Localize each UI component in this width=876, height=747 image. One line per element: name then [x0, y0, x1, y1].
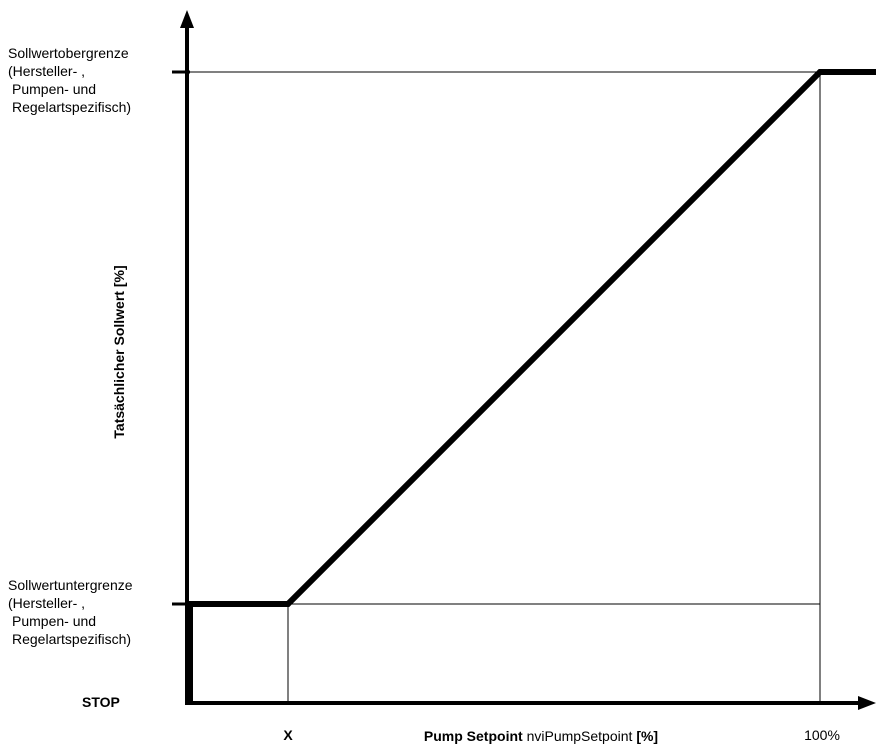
x-tick-label-x: X — [283, 727, 293, 743]
y-label-lower-line-1: Sollwertuntergrenze — [8, 577, 133, 593]
y-label-upper-line-4: Regelartspezifisch) — [12, 99, 131, 115]
y-label-lower-line-4: Regelartspezifisch) — [12, 631, 131, 647]
x-axis-title: Pump Setpoint nviPumpSetpoint [%] — [424, 728, 658, 744]
x-axis-arrow-icon — [858, 696, 876, 710]
y-label-lower-line-2: (Hersteller- , — [8, 595, 85, 611]
x-axis-title-unit: [%] — [636, 728, 658, 744]
y-label-upper: Sollwertobergrenze (Hersteller- , Pumpen… — [8, 45, 133, 115]
x-tick-label-100: 100% — [804, 727, 840, 743]
y-label-upper-line-2: (Hersteller- , — [8, 63, 85, 79]
y-axis-arrow-icon — [180, 10, 194, 28]
y-label-upper-line-3: Pumpen- und — [12, 81, 96, 97]
y-label-lower-line-3: Pumpen- und — [12, 613, 96, 629]
x-axis-title-bold: Pump Setpoint — [424, 728, 523, 744]
x-axis-title-normal: nviPumpSetpoint — [527, 728, 633, 744]
y-axis-title: Tatsächlicher Sollwert [%] — [111, 265, 127, 438]
y-label-lower: Sollwertuntergrenze (Hersteller- , Pumpe… — [8, 577, 136, 647]
y-label-stop: STOP — [82, 694, 120, 710]
y-label-upper-line-1: Sollwertobergrenze — [8, 45, 129, 61]
series-line — [187, 69, 876, 703]
